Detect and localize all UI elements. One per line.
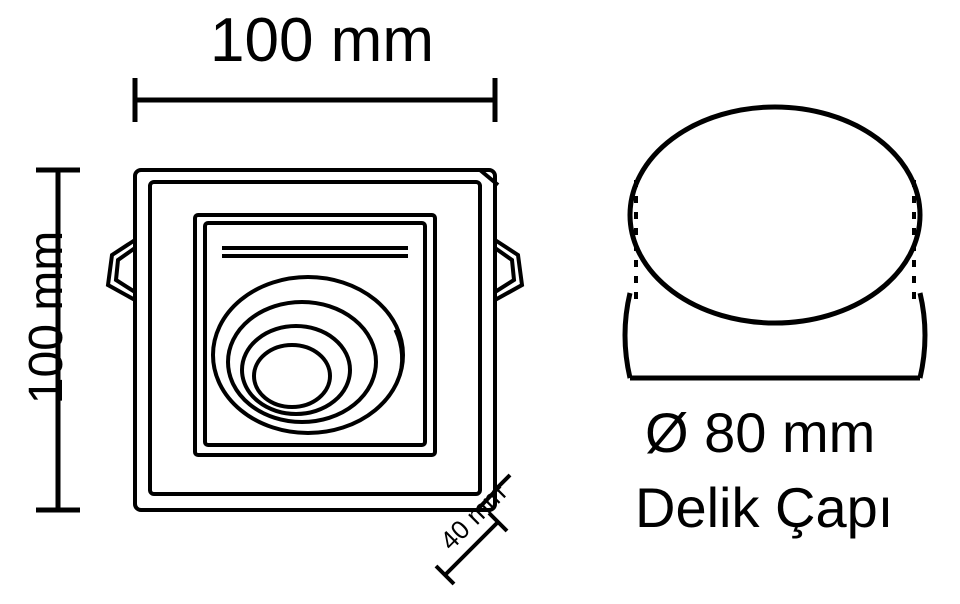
hole-ellipse [630,107,920,323]
dimension-left [36,170,80,510]
diagram-canvas: 100 mm 100 mm 40 mm Ø 80 mm Delik Çapı [0,0,960,604]
dimension-top [135,78,495,122]
technical-drawing [0,0,960,604]
dimension-depth [436,513,507,584]
hole-dashes [636,180,914,300]
hole-body [625,293,925,378]
bulb-rings [213,277,403,433]
